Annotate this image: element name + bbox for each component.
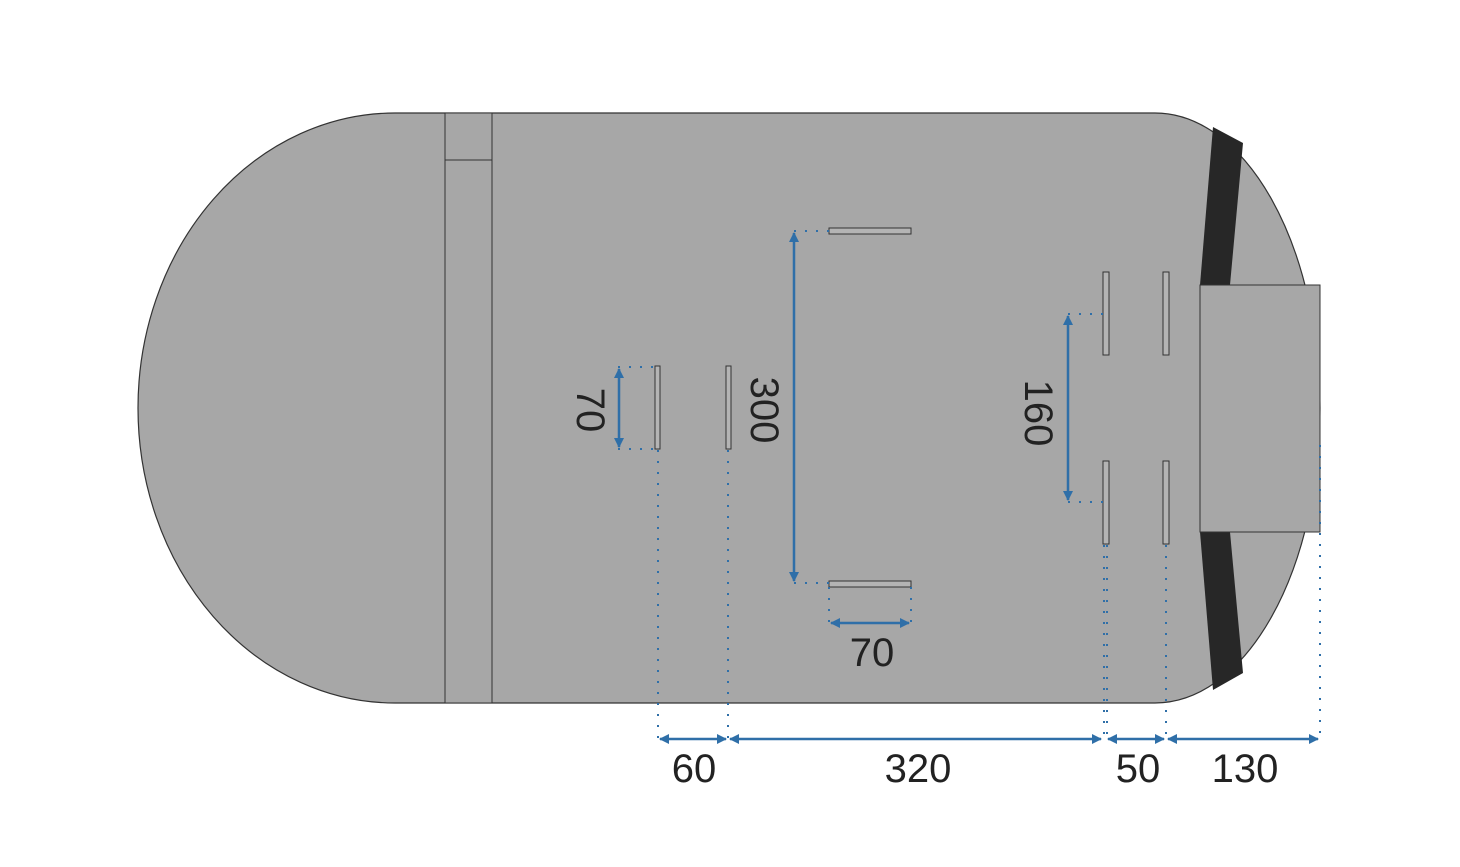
extension-lines xyxy=(618,230,1321,740)
slot xyxy=(828,227,912,235)
dimension-lines xyxy=(614,232,1319,744)
slot xyxy=(1162,460,1170,545)
slot xyxy=(828,580,912,588)
dim-label-70-vertical: 70 xyxy=(568,388,612,433)
slot xyxy=(1162,271,1170,356)
dim-label-130: 130 xyxy=(1212,747,1279,791)
slot xyxy=(725,365,732,450)
left-band xyxy=(444,112,493,704)
dim-label-70-horizontal: 70 xyxy=(850,631,895,675)
slot xyxy=(654,365,661,450)
top-dark-band xyxy=(1200,127,1243,285)
dim-label-50: 50 xyxy=(1116,747,1161,791)
bottom-dark-band xyxy=(1200,532,1243,690)
dim-label-60: 60 xyxy=(672,747,717,791)
dim-label-160: 160 xyxy=(1016,380,1060,447)
right-block xyxy=(1199,284,1321,533)
dim-label-300: 300 xyxy=(742,377,786,444)
slot xyxy=(1102,271,1110,356)
dim-label-320: 320 xyxy=(885,747,952,791)
slot xyxy=(1102,460,1110,545)
